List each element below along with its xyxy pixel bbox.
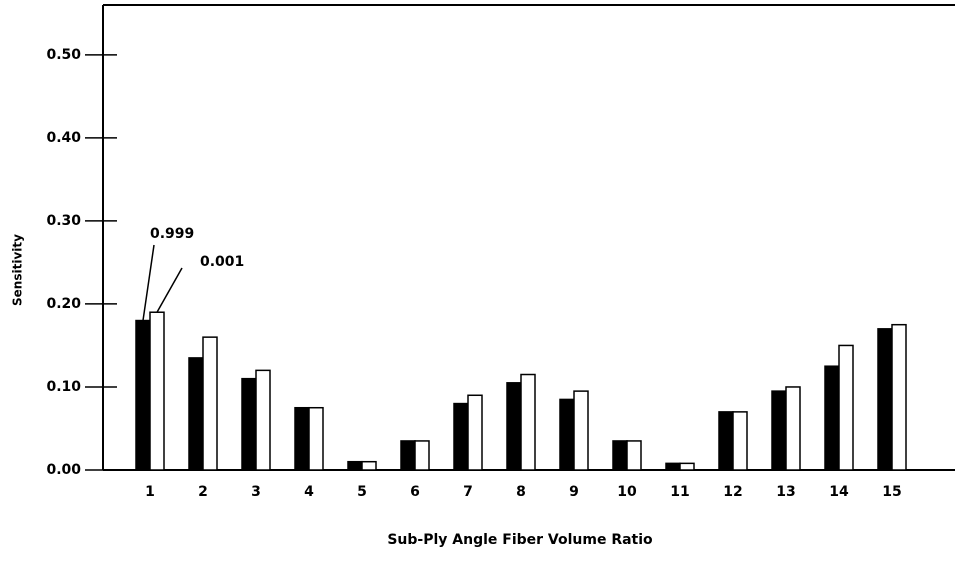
bar [626, 440, 642, 471]
bar [718, 411, 734, 471]
y-tick-label: 0.50 [46, 47, 81, 63]
bar [877, 328, 893, 471]
y-tick-label: 0.40 [46, 130, 81, 146]
bar [202, 336, 218, 471]
series-label: 0.999 [150, 226, 194, 242]
bar [771, 390, 787, 471]
y-tick-label: 0.20 [46, 296, 81, 312]
bar [824, 365, 840, 471]
bar [135, 319, 151, 471]
bar [467, 394, 483, 471]
bar [891, 323, 907, 471]
bar [559, 398, 575, 471]
y-tick-label: 0.10 [46, 379, 81, 395]
y-axis-label: Sensitivity [11, 234, 25, 306]
x-tick-label: 14 [829, 484, 849, 500]
bar [294, 406, 310, 471]
bar [241, 377, 257, 471]
bar [361, 460, 377, 471]
bar [679, 462, 695, 471]
bar [188, 357, 204, 471]
x-tick-label: 7 [463, 484, 473, 500]
x-tick-label: 6 [410, 484, 420, 500]
x-tick-label: 5 [357, 484, 367, 500]
x-tick-label: 10 [617, 484, 637, 500]
x-tick-label: 1 [145, 484, 155, 500]
bar [453, 402, 469, 471]
x-tick-label: 9 [569, 484, 579, 500]
bar [838, 344, 854, 471]
y-tick-label: 0.30 [46, 213, 81, 229]
bar [149, 311, 165, 471]
bar [732, 411, 748, 471]
x-tick-label: 12 [723, 484, 742, 500]
x-axis-label: Sub-Ply Angle Fiber Volume Ratio [387, 532, 653, 548]
y-tick-label: 0.00 [46, 462, 81, 478]
bar [308, 406, 324, 471]
leader-line [156, 267, 183, 313]
bar [506, 382, 522, 471]
x-tick-label: 15 [882, 484, 901, 500]
leader-line [142, 244, 155, 321]
bar [520, 373, 536, 471]
bar [255, 369, 271, 471]
bar [665, 462, 681, 471]
bar [612, 440, 628, 471]
x-tick-label: 2 [198, 484, 208, 500]
bar [347, 460, 363, 471]
bar [573, 390, 589, 471]
x-tick-label: 4 [304, 484, 314, 500]
bar [414, 440, 430, 471]
x-tick-label: 11 [670, 484, 689, 500]
series-label: 0.001 [200, 254, 244, 270]
bar [400, 440, 416, 471]
x-tick-label: 8 [516, 484, 526, 500]
x-tick-label: 3 [251, 484, 261, 500]
bar [785, 386, 801, 471]
x-tick-label: 13 [776, 484, 795, 500]
